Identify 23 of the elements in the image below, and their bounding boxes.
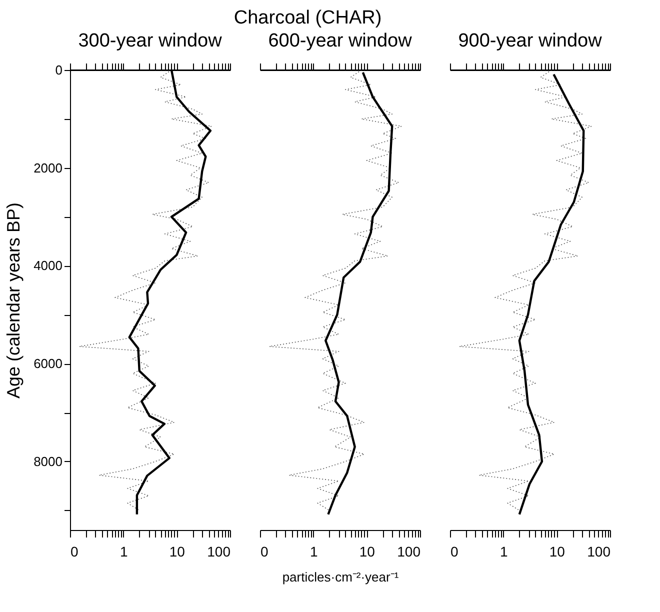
x-tick-label: 100 — [587, 544, 611, 560]
x-tick-label: 0 — [260, 544, 268, 560]
y-axis-title: Age (calendar years BP) — [4, 202, 24, 399]
x-tick-label: 1 — [500, 544, 508, 560]
x-tick-label: 10 — [169, 544, 186, 560]
y-tick-label: 6000 — [34, 356, 62, 372]
x-tick-label: 10 — [549, 544, 566, 560]
x-axis-title: particles·cm⁻²·year⁻¹ — [282, 570, 400, 584]
x-tick-label: 100 — [397, 544, 421, 560]
y-tick-label: 8000 — [34, 454, 62, 469]
chart-title: 600-year window — [268, 30, 412, 52]
x-tick-label: 10 — [359, 544, 376, 560]
text: Charcoal (CHAR) — [234, 8, 382, 28]
x-tick-label: 0 — [70, 544, 78, 560]
x-tick-label: 0 — [450, 544, 458, 560]
y-tick-label: 4000 — [34, 258, 62, 274]
x-tick-label: 100 — [207, 544, 231, 560]
x-tick-label: 1 — [310, 544, 318, 560]
y-tick-label: 2000 — [34, 160, 62, 176]
chart-title: 300-year window — [78, 30, 222, 52]
y-tick-label: 0 — [55, 62, 62, 78]
chart-title: 900-year window — [458, 30, 602, 52]
x-tick-label: 1 — [120, 544, 128, 560]
